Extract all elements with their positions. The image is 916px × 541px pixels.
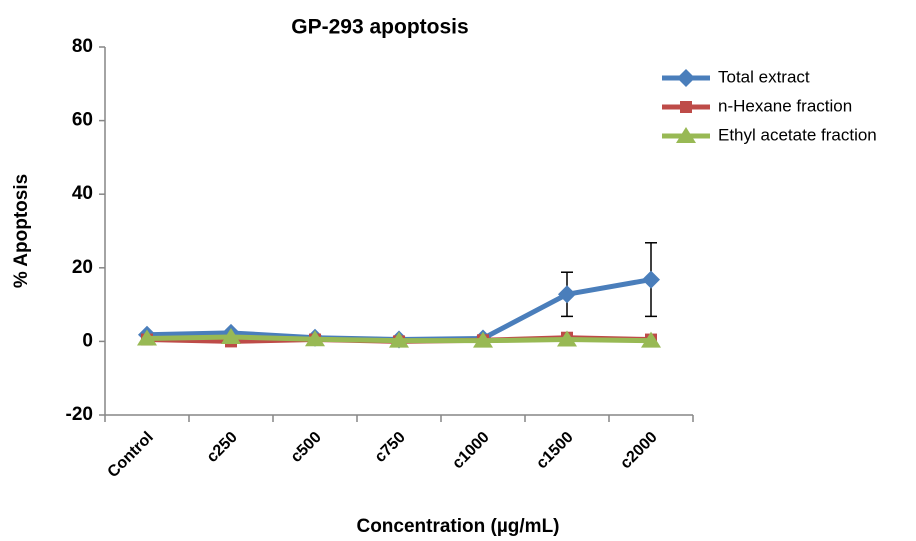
marker: [676, 127, 696, 143]
legend-label: Ethyl acetate fraction: [718, 125, 877, 144]
x-tick-label: c2000: [617, 429, 661, 473]
marker: [221, 327, 241, 344]
x-tick-label: c250: [204, 429, 241, 466]
y-tick-label: 40: [72, 183, 93, 204]
y-tick-label: 0: [82, 330, 93, 351]
x-tick-label: c500: [288, 429, 325, 466]
marker: [389, 331, 409, 348]
y-tick-label: 80: [72, 36, 93, 57]
marker: [557, 330, 577, 347]
y-tick-label: -20: [66, 404, 93, 425]
marker: [677, 69, 695, 87]
marker: [641, 331, 661, 348]
marker: [680, 101, 692, 113]
y-tick-label: 20: [72, 257, 93, 278]
marker: [558, 285, 576, 304]
marker: [642, 270, 660, 289]
x-tick-label: c1500: [533, 429, 577, 473]
x-axis-label: Concentration (µg/mL): [356, 516, 559, 537]
y-tick-label: 60: [72, 110, 93, 131]
x-tick-label: c1000: [449, 429, 493, 473]
marker: [305, 330, 325, 347]
y-axis-label: % Apoptosis: [11, 174, 32, 288]
chart-title: GP-293 apoptosis: [291, 16, 468, 39]
legend-label: n-Hexane fraction: [718, 96, 852, 115]
marker: [137, 329, 157, 346]
legend-label: Total extract: [718, 67, 810, 86]
x-tick-label: Control: [105, 429, 157, 481]
marker: [473, 331, 493, 348]
x-tick-label: c750: [372, 429, 409, 466]
